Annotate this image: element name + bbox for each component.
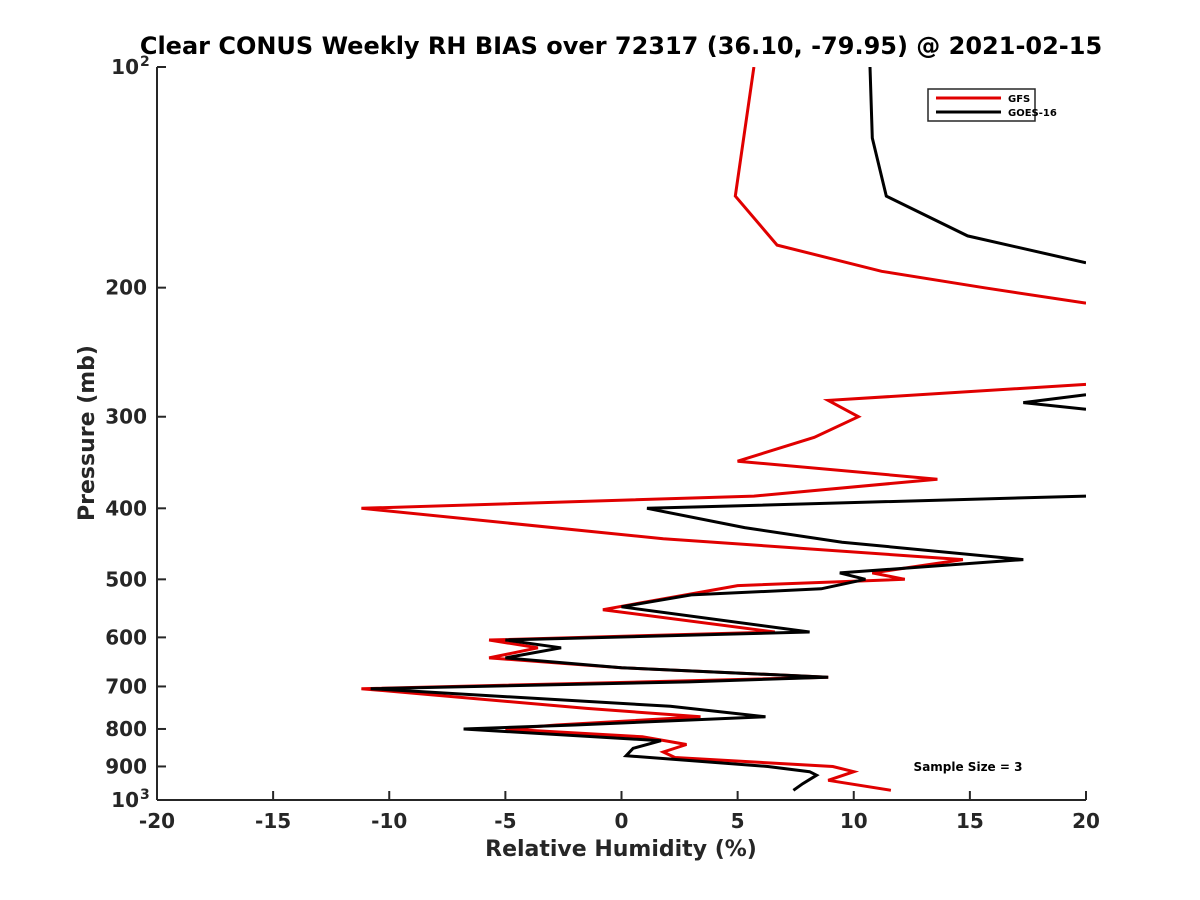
y-tick-exponent: 3 [140,787,150,803]
legend-box [927,88,1036,122]
y-tick-label: 500 [105,567,147,591]
y-tick-label: 700 [105,674,147,698]
series-goes-16 [370,67,1086,792]
series-layer [361,67,1086,792]
x-tick-label: 20 [1072,809,1100,833]
y-axis-label: Pressure (mb) [75,345,100,521]
x-tick-label: 10 [840,809,868,833]
x-tick-label: 0 [615,809,629,833]
y-tick-label: 600 [105,625,147,649]
y-tick-label: 400 [105,496,147,520]
series-line [370,494,1086,792]
x-tick-label: 15 [956,809,984,833]
series-line [868,67,1086,265]
x-tick-label: -10 [371,809,407,833]
x-tick-label: -5 [494,809,516,833]
chart-title: Clear CONUS Weekly RH BIAS over 72317 (3… [140,32,1102,60]
legend-label: GFS [1008,94,1030,105]
y-tick-exponent: 2 [140,54,150,70]
y-tick-label: 10 [111,788,139,812]
sample-size-annotation: Sample Size = 3 [914,760,1023,774]
y-tick-label: 200 [105,276,147,300]
y-tick-label: 10 [111,55,139,79]
x-tick-label: -20 [139,809,175,833]
y-tick-label: 900 [105,754,147,778]
legend-label: GOES-16 [1008,108,1057,119]
x-tick-label: -15 [255,809,291,833]
legend: GFS GOES-16 [927,88,1057,122]
y-tick-label: 300 [105,405,147,429]
x-axis-label: Relative Humidity (%) [485,837,757,862]
series-gfs [361,67,1086,792]
series-line [361,382,1086,792]
series-line [733,67,1086,305]
series-line [1023,393,1086,411]
y-tick-label: 800 [105,717,147,741]
x-tick-label: 5 [731,809,745,833]
